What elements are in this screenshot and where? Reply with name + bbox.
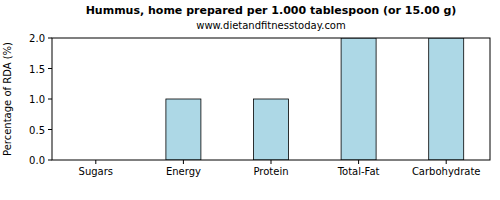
x-tick bbox=[446, 160, 447, 164]
y-tick bbox=[48, 129, 52, 130]
y-axis-label: Percentage of RDA (%) bbox=[2, 42, 13, 156]
y-tick-label: 0.5 bbox=[29, 125, 45, 136]
y-tick bbox=[48, 38, 52, 39]
y-tick bbox=[48, 68, 52, 69]
x-tick bbox=[271, 160, 272, 164]
x-tick-label: Protein bbox=[253, 166, 288, 177]
y-tick-label: 2.0 bbox=[29, 33, 45, 44]
x-tick-label: Sugars bbox=[79, 166, 113, 177]
x-tick-label: Carbohydrate bbox=[412, 166, 481, 177]
chart-container: Hummus, home prepared per 1.000 tablespo… bbox=[0, 0, 500, 200]
title: Hummus, home prepared per 1.000 tablespo… bbox=[86, 4, 457, 17]
bars bbox=[166, 38, 464, 160]
y-tick bbox=[48, 99, 52, 100]
y-tick bbox=[48, 160, 52, 161]
x-tick bbox=[95, 160, 96, 164]
x-tick bbox=[183, 160, 184, 164]
y-tick-label: 0.0 bbox=[29, 155, 45, 166]
bar bbox=[429, 38, 464, 160]
x-tick-label: Energy bbox=[166, 166, 201, 177]
bar bbox=[166, 99, 201, 160]
bar bbox=[254, 99, 289, 160]
plot-frame bbox=[52, 38, 490, 160]
bar bbox=[341, 38, 376, 160]
chart-svg: Hummus, home prepared per 1.000 tablespo… bbox=[0, 0, 500, 200]
x-tick bbox=[358, 160, 359, 164]
subtitle: www.dietandfitnesstoday.com bbox=[196, 20, 345, 31]
y-tick-label: 1.0 bbox=[29, 94, 45, 105]
x-tick-label: Total-Fat bbox=[337, 166, 380, 177]
y-tick-label: 1.5 bbox=[29, 64, 45, 75]
